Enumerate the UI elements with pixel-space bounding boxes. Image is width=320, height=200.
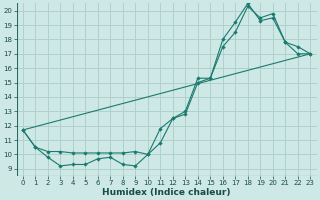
X-axis label: Humidex (Indice chaleur): Humidex (Indice chaleur) <box>102 188 231 197</box>
